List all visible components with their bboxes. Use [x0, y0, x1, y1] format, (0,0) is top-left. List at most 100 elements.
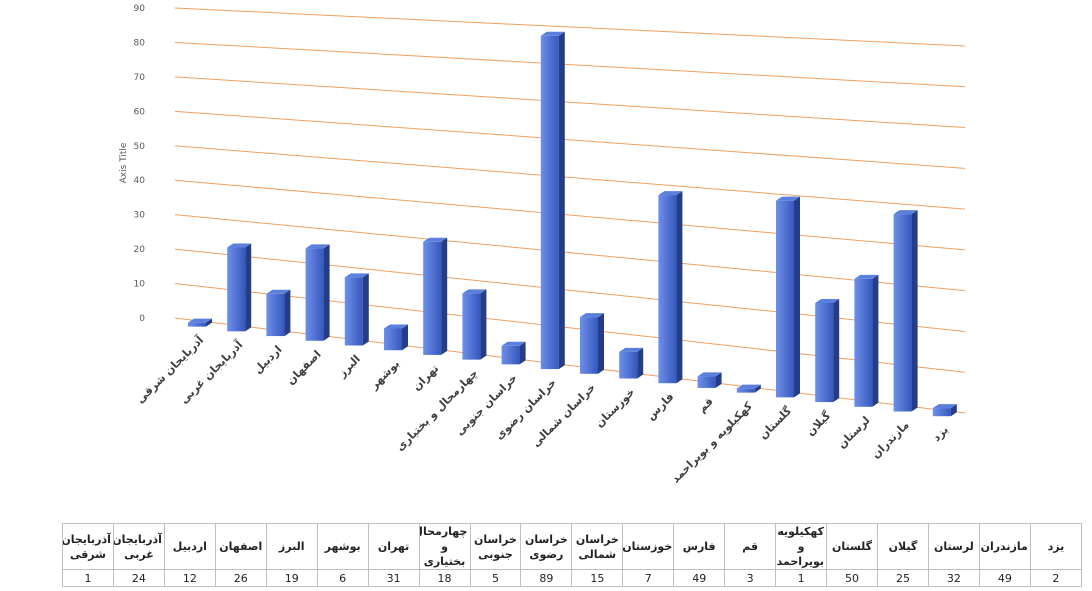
bar-front — [736, 388, 755, 393]
bar-side — [676, 191, 683, 384]
gridlines — [174, 7, 966, 414]
gridline — [174, 248, 966, 332]
bars — [188, 31, 957, 417]
bar-top — [188, 318, 212, 323]
bar-side — [872, 274, 879, 407]
gridline — [174, 110, 966, 169]
bar-front — [266, 293, 285, 337]
bar — [188, 318, 212, 327]
bar-front — [540, 35, 559, 370]
x-tick-label: مازندران — [869, 418, 912, 461]
table-value-cell: 12 — [163, 569, 216, 587]
bar — [384, 324, 408, 351]
bar-side — [323, 244, 330, 341]
table-header-cell: یزد — [1029, 523, 1083, 570]
bar-side — [206, 318, 212, 327]
table-value-cell: 31 — [367, 569, 420, 587]
x-tick-label: گلستان — [757, 404, 795, 442]
bar-side — [950, 404, 957, 417]
table-value-cell: 24 — [112, 569, 165, 587]
bar-top — [736, 384, 761, 389]
table-header-cell: بوشهر — [316, 523, 369, 570]
table-header-cell: خراسان شمالی — [571, 523, 624, 570]
x-tick-label: اصفهان — [284, 348, 324, 388]
table-value-cell: 50 — [826, 569, 878, 587]
gridline — [174, 76, 966, 129]
bar-top — [501, 341, 526, 346]
bar-top — [423, 237, 448, 242]
gridline — [174, 283, 966, 373]
bar-top — [893, 210, 918, 215]
y-tick-label: 50 — [134, 142, 146, 152]
bar-side — [519, 341, 526, 365]
x-tick-label: اردبیل — [251, 343, 284, 376]
bar-front — [188, 322, 206, 327]
y-tick-label: 20 — [134, 245, 146, 255]
gridline — [174, 7, 966, 47]
bar-top — [305, 244, 330, 249]
table-value-cell: 49 — [673, 569, 726, 587]
bar-front — [893, 214, 912, 412]
bar-top — [580, 313, 604, 318]
bar — [344, 273, 369, 346]
table-value-cell: 5 — [469, 569, 522, 587]
bar-top — [854, 274, 879, 279]
y-tick-label: 70 — [134, 73, 146, 83]
table-header-row: آذربایجان شرقی آذربایجان غربی اردبیل اصفهان… — [62, 523, 1083, 570]
x-tick-label: فارس — [644, 390, 676, 422]
bar — [423, 237, 448, 355]
bar — [462, 289, 487, 360]
table-header-cell: لرستان — [927, 523, 980, 570]
table-value-row: 1 24 12 26 19 6 31 18 5 89 15 7 49 3 1 50 25 32 49 2 — [62, 569, 1083, 587]
bar-front — [227, 247, 246, 332]
bar — [932, 404, 957, 417]
bar-front — [815, 302, 834, 403]
bar-top — [266, 289, 291, 294]
table-header-cell: فارس — [673, 523, 726, 570]
x-tick-label: چهارمحال و بختیاری — [393, 367, 480, 454]
y-tick-label: 30 — [134, 211, 146, 221]
bar-front — [344, 277, 363, 346]
bar — [580, 313, 604, 374]
bar — [815, 298, 840, 403]
bar-top — [384, 324, 408, 329]
bar — [854, 274, 879, 407]
bar-front — [580, 317, 598, 374]
bar-top — [227, 243, 252, 248]
table-value-cell: 6 — [316, 569, 369, 587]
bar-side — [284, 289, 291, 337]
bar-side — [598, 313, 604, 374]
y-tick-label: 0 — [139, 314, 145, 324]
table-header-cell: خراسان رضوی — [520, 523, 573, 570]
bar-front — [384, 328, 402, 351]
table-header-cell: البرز — [265, 523, 318, 570]
table-header-cell: آذربایجان شرقی — [62, 523, 114, 570]
x-tick-label: لرستان — [835, 414, 872, 451]
bar — [501, 341, 526, 365]
bar-front — [854, 278, 873, 407]
table-header-cell: چهارمحال و بختیاری — [418, 523, 471, 570]
bar — [266, 289, 291, 337]
table-value-cell: 89 — [520, 569, 573, 587]
table-value-cell: 32 — [927, 569, 980, 587]
table-header-cell: آذربایجان غربی — [112, 523, 165, 570]
x-tick-label: یزد — [930, 423, 951, 444]
bar-top — [932, 404, 957, 409]
table-value-cell: 18 — [418, 569, 471, 587]
y-tick-label: 10 — [134, 280, 146, 290]
y-axis-ticks: 0 10 20 30 40 50 60 70 80 90 — [134, 4, 146, 324]
gridline — [174, 41, 966, 88]
bar-front — [776, 200, 794, 398]
bar — [776, 196, 800, 398]
bar-front — [462, 293, 481, 360]
bar — [658, 191, 683, 384]
gridline — [174, 145, 966, 210]
gridline — [174, 179, 966, 251]
table-header-cell: اردبیل — [163, 523, 216, 570]
gridline — [174, 214, 966, 292]
bar-top — [697, 372, 722, 377]
bar — [305, 244, 330, 341]
table-value-cell: 25 — [877, 569, 929, 587]
bar-front — [619, 351, 638, 379]
